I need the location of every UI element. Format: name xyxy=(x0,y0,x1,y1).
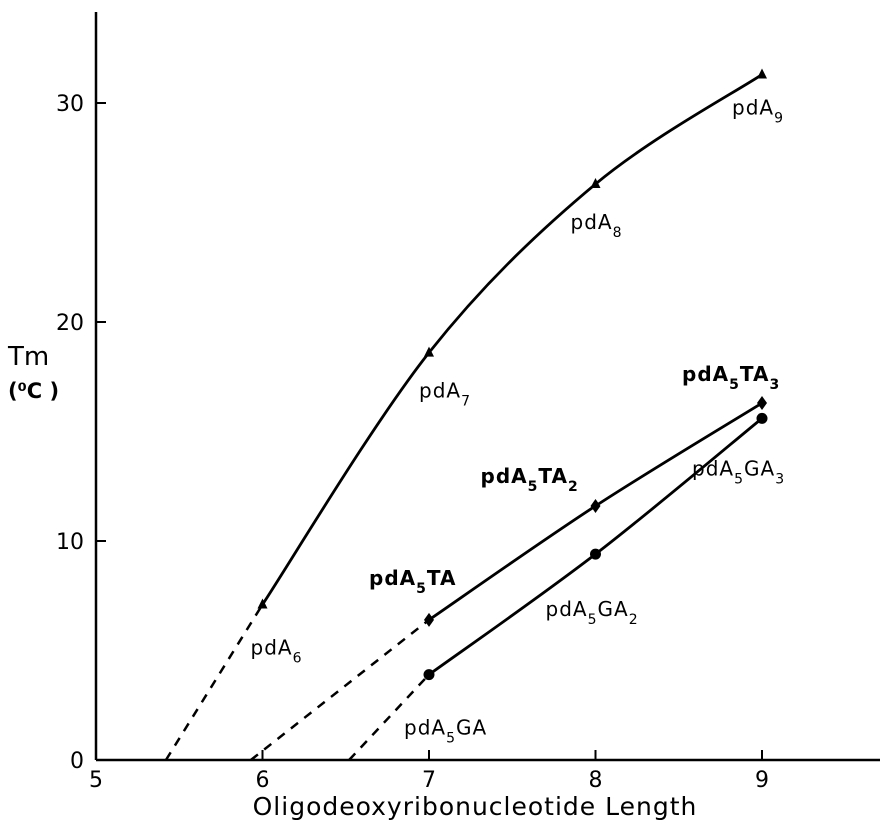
series-1-label-4: pdA9 xyxy=(732,96,784,127)
x-tick-label: 9 xyxy=(755,768,769,793)
y-tick-label: 20 xyxy=(56,311,84,336)
series-2-label-2: pdA5TA2 xyxy=(481,464,579,495)
axes: 5 6 7 8 9 0 10 20 30 xyxy=(56,12,880,793)
x-tick-label: 8 xyxy=(589,768,603,793)
series-1-extrapolation xyxy=(164,603,264,761)
series-1-line xyxy=(261,73,763,606)
series-1-point-2 xyxy=(424,346,434,357)
series-3-point-3 xyxy=(756,412,768,424)
point-labels: pdA6 pdA7 pdA8 pdA9 pdA5TA pdA5TA2 pdA5TA3 pdA5… xyxy=(251,96,785,747)
series-3-label-1: pdA5GA xyxy=(404,716,487,747)
x-axis-label: Oligodeoxyribonucleotide Length xyxy=(253,792,698,821)
series-3-label-3: pdA5GA3 xyxy=(692,456,785,487)
series-2-extrapolation xyxy=(250,618,430,761)
y-axis-label: Tm xyxy=(7,342,49,372)
series-1-label-2: pdA7 xyxy=(419,379,471,410)
series-3-point-2 xyxy=(590,548,601,560)
series-3-extrapolation xyxy=(348,673,430,761)
series-3-label-2: pdA5GA2 xyxy=(546,597,639,628)
series-2-point-3 xyxy=(757,396,767,411)
series-1-point-4 xyxy=(757,68,767,79)
series-2-label-1: pdA5TA xyxy=(369,566,456,597)
y-tick-label: 10 xyxy=(56,530,84,555)
series-3-point-1 xyxy=(423,669,435,681)
series-1-point-3 xyxy=(590,178,601,189)
y-axis-unit: (⁰C ) xyxy=(8,379,59,403)
x-tick-label: 5 xyxy=(89,768,103,793)
series-2-point-2 xyxy=(590,498,601,513)
series-1-label-3: pdA8 xyxy=(571,210,623,241)
series-2-label-3: pdA5TA3 xyxy=(682,362,780,393)
series-1-label-1: pdA6 xyxy=(251,636,303,667)
x-tick-label: 7 xyxy=(422,768,436,793)
x-tick-label: 6 xyxy=(256,768,270,793)
series-2-point-1 xyxy=(424,612,434,627)
markers xyxy=(257,68,768,681)
y-tick-label: 0 xyxy=(70,749,84,774)
y-tick-label: 30 xyxy=(56,92,84,117)
series-1-point-1 xyxy=(257,598,268,609)
